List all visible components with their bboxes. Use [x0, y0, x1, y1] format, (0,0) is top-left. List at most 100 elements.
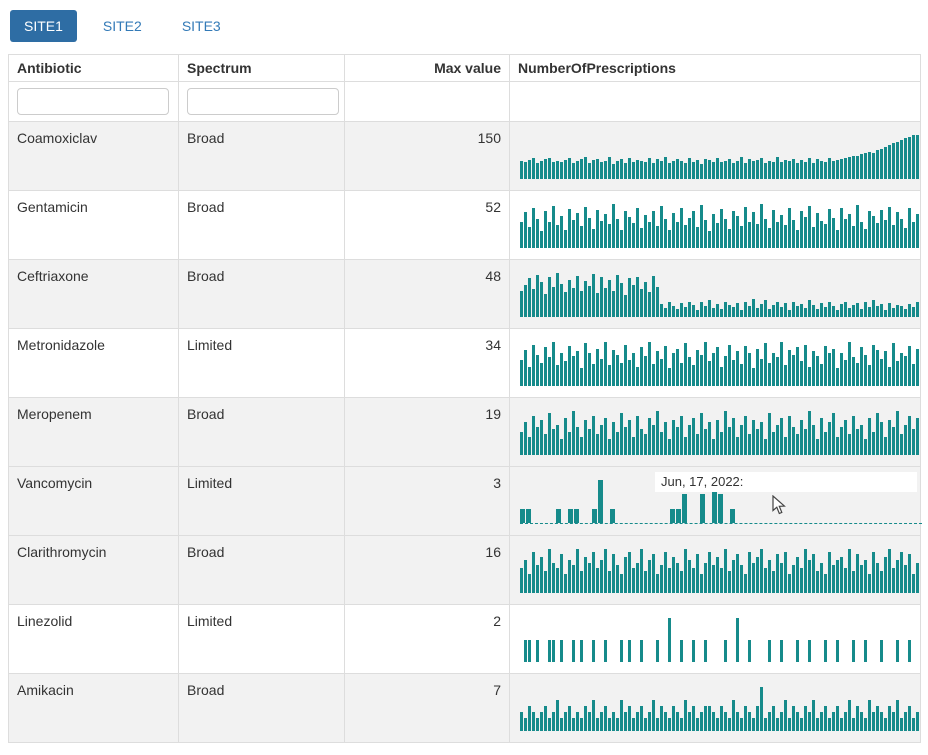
sparkline-chart[interactable] [520, 411, 922, 455]
sparkline-bar [824, 345, 827, 386]
cell-prescriptions-sparkline[interactable] [509, 259, 922, 329]
sparkline-bar [852, 571, 855, 593]
sparkline-bar [880, 358, 883, 386]
col-header-number-of-prescriptions[interactable]: NumberOfPrescriptions [509, 54, 921, 82]
cell-prescriptions-sparkline[interactable] [509, 535, 922, 605]
cell-prescriptions-sparkline[interactable] [509, 190, 922, 260]
sparkline-bar [656, 286, 659, 317]
sparkline-bar [664, 157, 667, 179]
sparkline-bar [656, 640, 659, 662]
sparkline-bar [640, 640, 643, 662]
table-row-meropenem[interactable]: Meropenem Broad 19 [8, 397, 922, 467]
sparkline-chart[interactable] [520, 204, 922, 248]
sparkline-chart[interactable] [520, 618, 922, 662]
sparkline-bar [652, 275, 655, 317]
sparkline-bar [792, 565, 795, 593]
sparkline-bar [824, 224, 827, 248]
sparkline-bar [596, 158, 599, 179]
sparkline-bar [904, 712, 907, 731]
sparkline-bar [604, 160, 607, 179]
table-row-vancomycin[interactable]: Vancomycin Limited 3 Jun, 17, 2022: [8, 466, 922, 536]
sparkline-bar [884, 220, 887, 248]
cell-prescriptions-sparkline[interactable]: Jun, 17, 2022: [509, 466, 922, 536]
table-row-clarithromycin[interactable]: Clarithromycin Broad 16 [8, 535, 922, 605]
sparkline-bar [756, 348, 759, 386]
sparkline-bar [768, 362, 771, 386]
antibiotics-table: Antibiotic Spectrum Max value NumberOfPr… [8, 54, 922, 743]
cell-prescriptions-sparkline[interactable] [509, 604, 922, 674]
sparkline-bar [896, 699, 899, 731]
tab-site1[interactable]: SITE1 [10, 10, 77, 42]
sparkline-bar [796, 230, 799, 248]
sparkline-bar [564, 292, 567, 317]
sparkline-bar [720, 161, 723, 179]
sparkline-bar [544, 347, 547, 386]
sparkline-chart[interactable] [520, 342, 922, 386]
sparkline-bar [520, 291, 523, 317]
sparkline-chart[interactable] [520, 135, 922, 179]
sparkline-bar [572, 411, 575, 455]
table-row-ceftriaxone[interactable]: Ceftriaxone Broad 48 [8, 259, 922, 329]
sparkline-bar [604, 705, 607, 731]
sparkline-bar [580, 367, 583, 386]
sparkline-chart[interactable] [520, 480, 922, 524]
col-header-max-value[interactable]: Max value [344, 54, 510, 82]
sparkline-chart[interactable] [520, 687, 922, 731]
sparkline-bar [600, 560, 603, 593]
table-row-metronidazole[interactable]: Metronidazole Limited 34 [8, 328, 922, 398]
table-row-gentamicin[interactable]: Gentamicin Broad 52 [8, 190, 922, 260]
sparkline-bar [720, 568, 723, 593]
sparkline-bar [600, 712, 603, 731]
cell-prescriptions-sparkline[interactable] [509, 121, 922, 191]
sparkline-bar [848, 307, 851, 317]
sparkline-bar [756, 429, 759, 455]
sparkline-bar [848, 214, 851, 248]
sparkline-bar [748, 353, 751, 386]
cell-prescriptions-sparkline[interactable] [509, 397, 922, 467]
table-row-coamoxiclav[interactable]: Coamoxiclav Broad 150 [8, 121, 922, 191]
sparkline-bar [892, 427, 895, 455]
sparkline-bar [664, 712, 667, 731]
table-row-linezolid[interactable]: Linezolid Limited 2 [8, 604, 922, 674]
sparkline-bar [728, 228, 731, 248]
sparkline-bar [660, 205, 663, 248]
table-row-amikacin[interactable]: Amikacin Broad 7 [8, 673, 922, 743]
sparkline-bar [736, 618, 739, 662]
sparkline-bar [844, 219, 847, 248]
sparkline-bar [536, 218, 539, 248]
sparkline-bar [548, 718, 551, 731]
sparkline-bar [748, 434, 751, 455]
sparkline-bar [636, 160, 639, 179]
sparkline-bar [636, 366, 639, 386]
col-header-spectrum[interactable]: Spectrum [178, 54, 345, 82]
sparkline-chart[interactable] [520, 273, 922, 317]
sparkline-bar [640, 289, 643, 317]
sparkline-bar [708, 160, 711, 179]
sparkline-bar [900, 353, 903, 386]
sparkline-bar [900, 218, 903, 248]
antibiotic-filter-input[interactable] [17, 88, 169, 115]
sparkline-bar [528, 436, 531, 455]
sparkline-bar [624, 344, 627, 386]
tab-site3[interactable]: SITE3 [181, 18, 221, 34]
sparkline-bar [520, 712, 523, 731]
sparkline-bar [604, 287, 607, 317]
col-header-antibiotic[interactable]: Antibiotic [8, 54, 179, 82]
sparkline-bar [712, 480, 717, 523]
cell-prescriptions-sparkline[interactable] [509, 328, 922, 398]
tab-site2[interactable]: SITE2 [102, 18, 142, 34]
sparkline-bar [672, 306, 675, 317]
spectrum-filter-input[interactable] [187, 88, 339, 115]
sparkline-bar [720, 431, 723, 455]
sparkline-bar [812, 162, 815, 179]
sparkline-bar [532, 289, 535, 317]
sparkline-bar [792, 220, 795, 248]
sparkline-bar [600, 220, 603, 248]
sparkline-bar [860, 347, 863, 386]
sparkline-bar [572, 565, 575, 593]
cell-prescriptions-sparkline[interactable] [509, 673, 922, 743]
sparkline-chart[interactable] [520, 549, 922, 593]
sparkline-bar [840, 557, 843, 593]
sparkline-bar [604, 640, 607, 662]
sparkline-bar [788, 309, 791, 317]
